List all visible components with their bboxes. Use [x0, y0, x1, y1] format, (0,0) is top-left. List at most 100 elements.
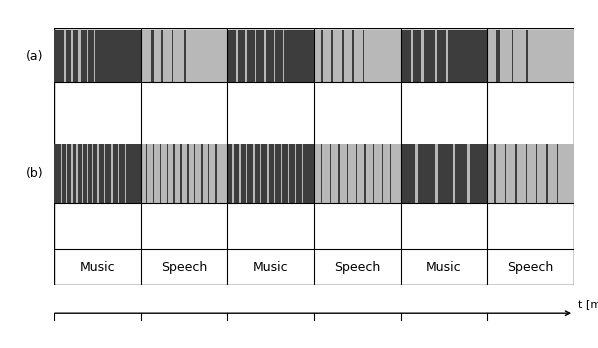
Bar	[267, 144, 269, 203]
Bar	[536, 144, 538, 203]
Bar	[487, 30, 574, 82]
Bar	[314, 144, 401, 203]
Bar	[321, 30, 323, 82]
Bar	[161, 30, 163, 82]
Bar	[288, 144, 289, 203]
Bar	[446, 30, 448, 82]
Text: Music: Music	[253, 261, 288, 274]
Bar	[141, 144, 227, 203]
Bar	[92, 144, 93, 203]
Bar	[61, 144, 62, 203]
Bar	[283, 30, 285, 82]
Bar	[160, 144, 161, 203]
Text: Speech: Speech	[161, 261, 207, 274]
Bar	[87, 144, 88, 203]
Bar	[187, 144, 189, 203]
Bar	[422, 30, 424, 82]
Bar	[141, 30, 227, 82]
Bar	[264, 30, 266, 82]
Bar	[104, 144, 105, 203]
Bar	[331, 30, 332, 82]
Bar	[54, 30, 141, 82]
Bar	[77, 144, 78, 203]
Bar	[255, 30, 257, 82]
Bar	[496, 30, 501, 82]
Text: (b): (b)	[26, 167, 44, 180]
Bar	[152, 144, 154, 203]
Bar	[66, 144, 67, 203]
Bar	[201, 144, 203, 203]
Bar	[373, 144, 374, 203]
Bar	[246, 144, 248, 203]
Text: Music: Music	[80, 261, 115, 274]
Bar	[87, 30, 88, 82]
Bar	[364, 144, 366, 203]
Bar	[362, 30, 364, 82]
Bar	[71, 30, 72, 82]
Bar	[453, 144, 454, 203]
Bar	[390, 144, 391, 203]
Bar	[125, 144, 126, 203]
Bar	[227, 144, 314, 203]
Bar	[341, 30, 344, 82]
Bar	[78, 30, 81, 82]
Bar	[172, 30, 173, 82]
Text: Speech: Speech	[334, 261, 380, 274]
Bar	[173, 144, 175, 203]
Bar	[505, 144, 506, 203]
Bar	[71, 144, 73, 203]
Bar	[64, 30, 66, 82]
Bar	[215, 144, 216, 203]
Bar	[94, 30, 96, 82]
Bar	[382, 144, 383, 203]
Text: Speech: Speech	[508, 261, 554, 274]
Bar	[146, 144, 147, 203]
Bar	[295, 144, 297, 203]
Bar	[274, 144, 275, 203]
Bar	[281, 144, 282, 203]
Bar	[329, 144, 331, 203]
Bar	[81, 144, 83, 203]
Bar	[321, 144, 322, 203]
Text: Music: Music	[426, 261, 462, 274]
Bar	[347, 144, 348, 203]
Bar	[557, 144, 559, 203]
Bar	[487, 144, 574, 203]
Bar	[118, 144, 119, 203]
Bar	[435, 144, 438, 203]
Bar	[414, 144, 418, 203]
Bar	[236, 30, 237, 82]
Bar	[239, 144, 241, 203]
Bar	[547, 144, 548, 203]
Bar	[401, 30, 487, 82]
Bar	[194, 144, 196, 203]
Bar	[526, 144, 527, 203]
Bar	[181, 144, 182, 203]
Bar	[274, 30, 276, 82]
Bar	[227, 30, 314, 82]
Bar	[208, 144, 209, 203]
Bar	[526, 30, 527, 82]
Text: t [min]: t [min]	[578, 299, 598, 309]
Bar	[166, 144, 168, 203]
Bar	[245, 30, 247, 82]
Bar	[302, 144, 303, 203]
Bar	[314, 30, 401, 82]
Bar	[411, 30, 413, 82]
Bar	[401, 144, 487, 203]
Bar	[184, 30, 186, 82]
Bar	[253, 144, 255, 203]
Bar	[151, 30, 154, 82]
Bar	[352, 30, 354, 82]
Bar	[233, 144, 234, 203]
Text: (a): (a)	[26, 50, 44, 63]
Bar	[515, 144, 517, 203]
Bar	[97, 144, 99, 203]
Bar	[495, 144, 496, 203]
Bar	[435, 30, 437, 82]
Bar	[512, 30, 513, 82]
Bar	[111, 144, 112, 203]
Bar	[466, 144, 469, 203]
Bar	[54, 144, 141, 203]
Bar	[260, 144, 261, 203]
